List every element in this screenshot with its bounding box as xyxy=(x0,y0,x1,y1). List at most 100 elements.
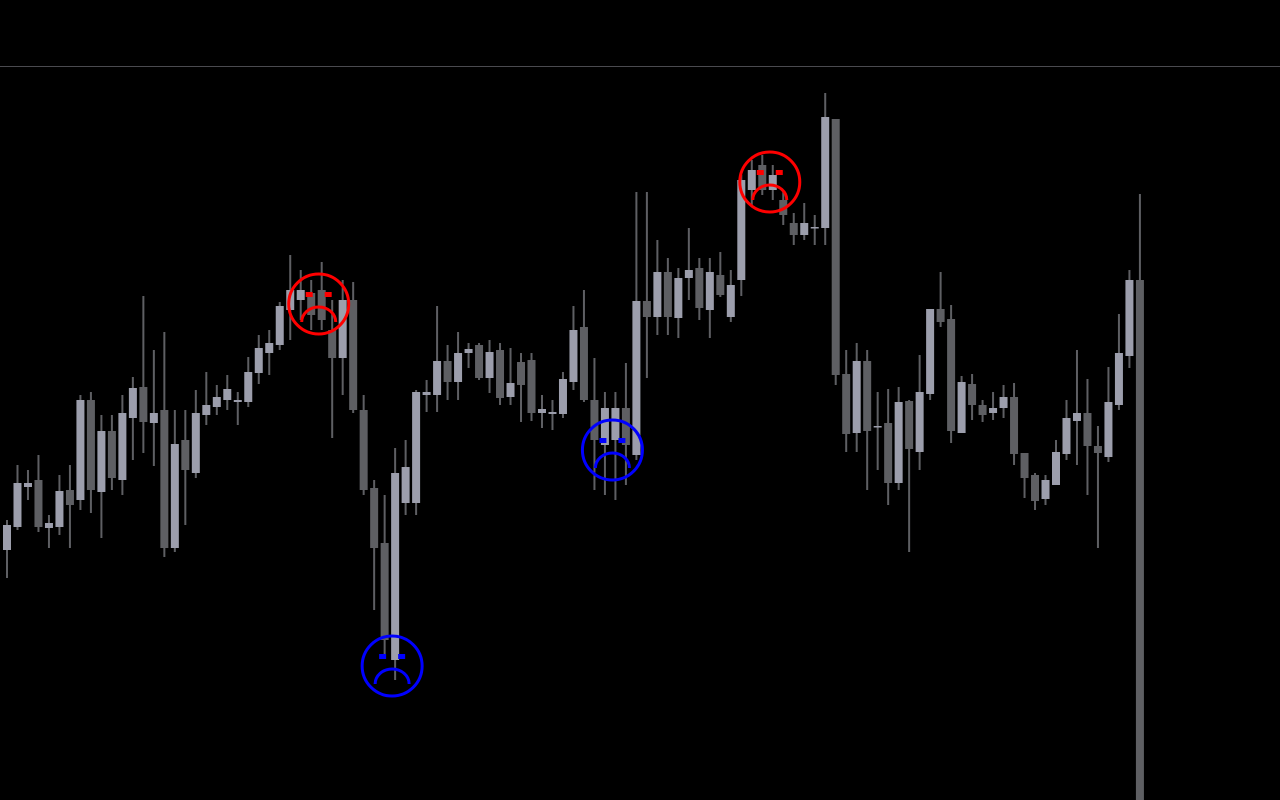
candle-body xyxy=(34,480,43,527)
candle-body xyxy=(821,117,830,228)
candle-body xyxy=(852,361,861,433)
bullish-candle xyxy=(433,306,442,412)
bearish-candle xyxy=(517,353,526,422)
candle-body xyxy=(968,384,977,405)
bullish-candle xyxy=(873,392,882,470)
bullish-candle xyxy=(212,385,221,415)
bearish-candle xyxy=(831,119,840,385)
candle-body xyxy=(705,272,714,310)
candle-body xyxy=(1062,418,1071,454)
candle-body xyxy=(842,374,851,434)
candle-body xyxy=(527,360,536,413)
bullish-candle xyxy=(558,372,567,418)
bearish-candle xyxy=(34,455,43,532)
candle-body xyxy=(537,409,546,413)
candle-body xyxy=(716,275,725,295)
candle-body xyxy=(485,352,494,378)
bearish-candle xyxy=(370,480,379,610)
bearish-candle xyxy=(663,258,672,335)
candle-body xyxy=(1104,402,1113,457)
bearish-candle xyxy=(359,395,368,495)
bullish-candle xyxy=(44,515,53,548)
bullish-candle xyxy=(1125,270,1134,368)
candle-body xyxy=(391,473,400,660)
candle-body xyxy=(1093,446,1102,453)
candle-body xyxy=(107,431,116,478)
bullish-candle xyxy=(674,268,683,338)
candle-body xyxy=(307,293,316,315)
bullish-candle xyxy=(1104,367,1113,462)
bullish-candle xyxy=(1062,400,1071,460)
candle-body xyxy=(1010,397,1019,454)
bearish-candle xyxy=(1093,426,1102,548)
bearish-candle xyxy=(1010,383,1019,465)
candle-body xyxy=(1125,280,1134,356)
bullish-candle xyxy=(13,465,22,530)
candle-body xyxy=(884,423,893,483)
bullish-candle xyxy=(569,306,578,390)
candle-body xyxy=(579,327,588,400)
bullish-candle xyxy=(915,355,924,470)
candle-body xyxy=(412,392,421,503)
bullish-candle xyxy=(118,395,127,495)
bullish-candle xyxy=(265,330,274,375)
candle-body xyxy=(1052,452,1060,485)
frown-face-icon xyxy=(360,634,424,698)
candle-body xyxy=(978,405,987,415)
bullish-candle xyxy=(191,390,200,478)
bullish-candle xyxy=(537,395,546,428)
bullish-candle xyxy=(391,448,400,680)
bearish-candle xyxy=(1020,453,1029,498)
candle-body xyxy=(86,400,95,490)
bearish-candle xyxy=(107,415,116,490)
bullish-candle xyxy=(1114,314,1123,410)
bearish-candle xyxy=(789,213,798,245)
bearish-candle xyxy=(884,389,893,505)
candle-body xyxy=(296,290,305,300)
bullish-candle xyxy=(810,215,819,245)
candle-body xyxy=(212,397,221,407)
bullish-candle xyxy=(632,192,641,460)
candle-body xyxy=(789,223,798,235)
candle-body xyxy=(1031,475,1040,501)
candle-body xyxy=(558,379,567,414)
bullish-candle xyxy=(338,280,347,395)
candle-body xyxy=(810,227,819,229)
candle-body xyxy=(768,175,777,190)
candle-body xyxy=(726,285,735,317)
bullish-candle xyxy=(3,520,11,578)
candle-body xyxy=(600,408,609,445)
bullish-candle xyxy=(800,203,809,240)
candle-body xyxy=(401,467,410,503)
candle-body xyxy=(3,525,11,550)
candle-body xyxy=(915,392,924,452)
candle-body xyxy=(254,348,263,373)
candle-body xyxy=(632,301,641,455)
bearish-candle xyxy=(527,353,536,421)
chart-top-separator xyxy=(0,66,1280,67)
bullish-candle xyxy=(821,93,830,245)
candle-body xyxy=(957,382,966,433)
bearish-candle xyxy=(1031,473,1040,510)
candle-body xyxy=(831,119,840,375)
candle-body xyxy=(517,362,526,385)
bearish-candle xyxy=(968,374,977,420)
bullish-candle xyxy=(957,376,966,433)
candle-body xyxy=(359,410,368,490)
bearish-candle xyxy=(160,332,169,557)
bullish-candle xyxy=(485,340,494,393)
bullish-candle xyxy=(454,332,463,400)
candle-body xyxy=(496,350,505,398)
candle-body xyxy=(695,268,704,308)
candle-body xyxy=(674,278,683,318)
bullish-candle xyxy=(894,387,903,490)
bullish-candle xyxy=(1041,475,1050,505)
bearish-candle xyxy=(947,305,956,443)
bearish-candle xyxy=(328,300,337,438)
bearish-candle xyxy=(317,262,326,330)
bullish-candle xyxy=(233,392,242,425)
candle-body xyxy=(1041,480,1050,499)
candle-body xyxy=(149,413,158,423)
candle-body xyxy=(55,491,64,527)
